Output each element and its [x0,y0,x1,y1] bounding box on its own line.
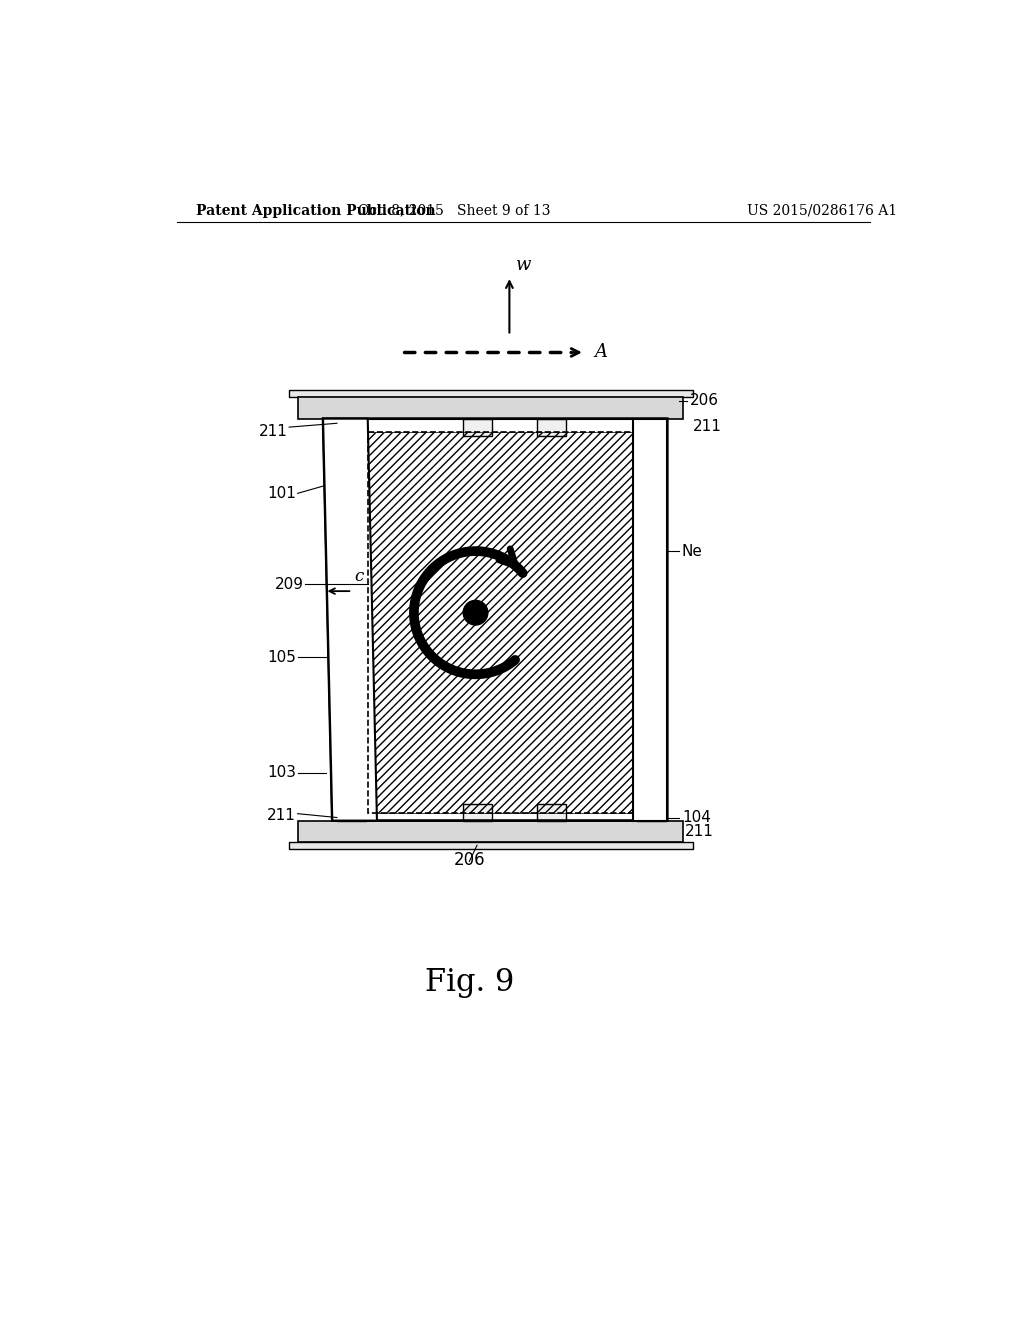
Text: 209: 209 [274,577,304,591]
Text: w: w [515,256,530,275]
Text: 206: 206 [454,851,485,870]
Polygon shape [633,418,668,821]
Text: 211: 211 [685,824,714,840]
Text: Ne: Ne [682,544,702,558]
Text: 105: 105 [267,649,296,665]
Polygon shape [538,418,566,436]
Polygon shape [463,418,493,436]
Text: 206: 206 [689,393,719,408]
Text: Oct. 8, 2015   Sheet 9 of 13: Oct. 8, 2015 Sheet 9 of 13 [357,203,550,218]
Text: 211: 211 [259,424,288,440]
Text: c: c [354,568,364,585]
Polygon shape [637,418,667,436]
Polygon shape [298,397,683,418]
Text: US 2015/0286176 A1: US 2015/0286176 A1 [746,203,897,218]
Polygon shape [337,418,367,436]
Text: Fig. 9: Fig. 9 [425,966,514,998]
Text: 103: 103 [267,766,296,780]
Text: 101: 101 [267,486,296,500]
Polygon shape [289,391,692,397]
Text: Patent Application Publication: Patent Application Publication [196,203,435,218]
Text: 211: 211 [692,418,722,434]
Polygon shape [298,821,683,842]
Polygon shape [289,842,692,849]
Text: A: A [594,343,607,362]
Polygon shape [538,804,566,821]
Text: 211: 211 [267,808,296,822]
Polygon shape [323,418,377,821]
Polygon shape [337,804,367,821]
Circle shape [463,601,487,626]
Polygon shape [463,804,493,821]
Text: 104: 104 [682,810,711,825]
Polygon shape [637,804,667,821]
